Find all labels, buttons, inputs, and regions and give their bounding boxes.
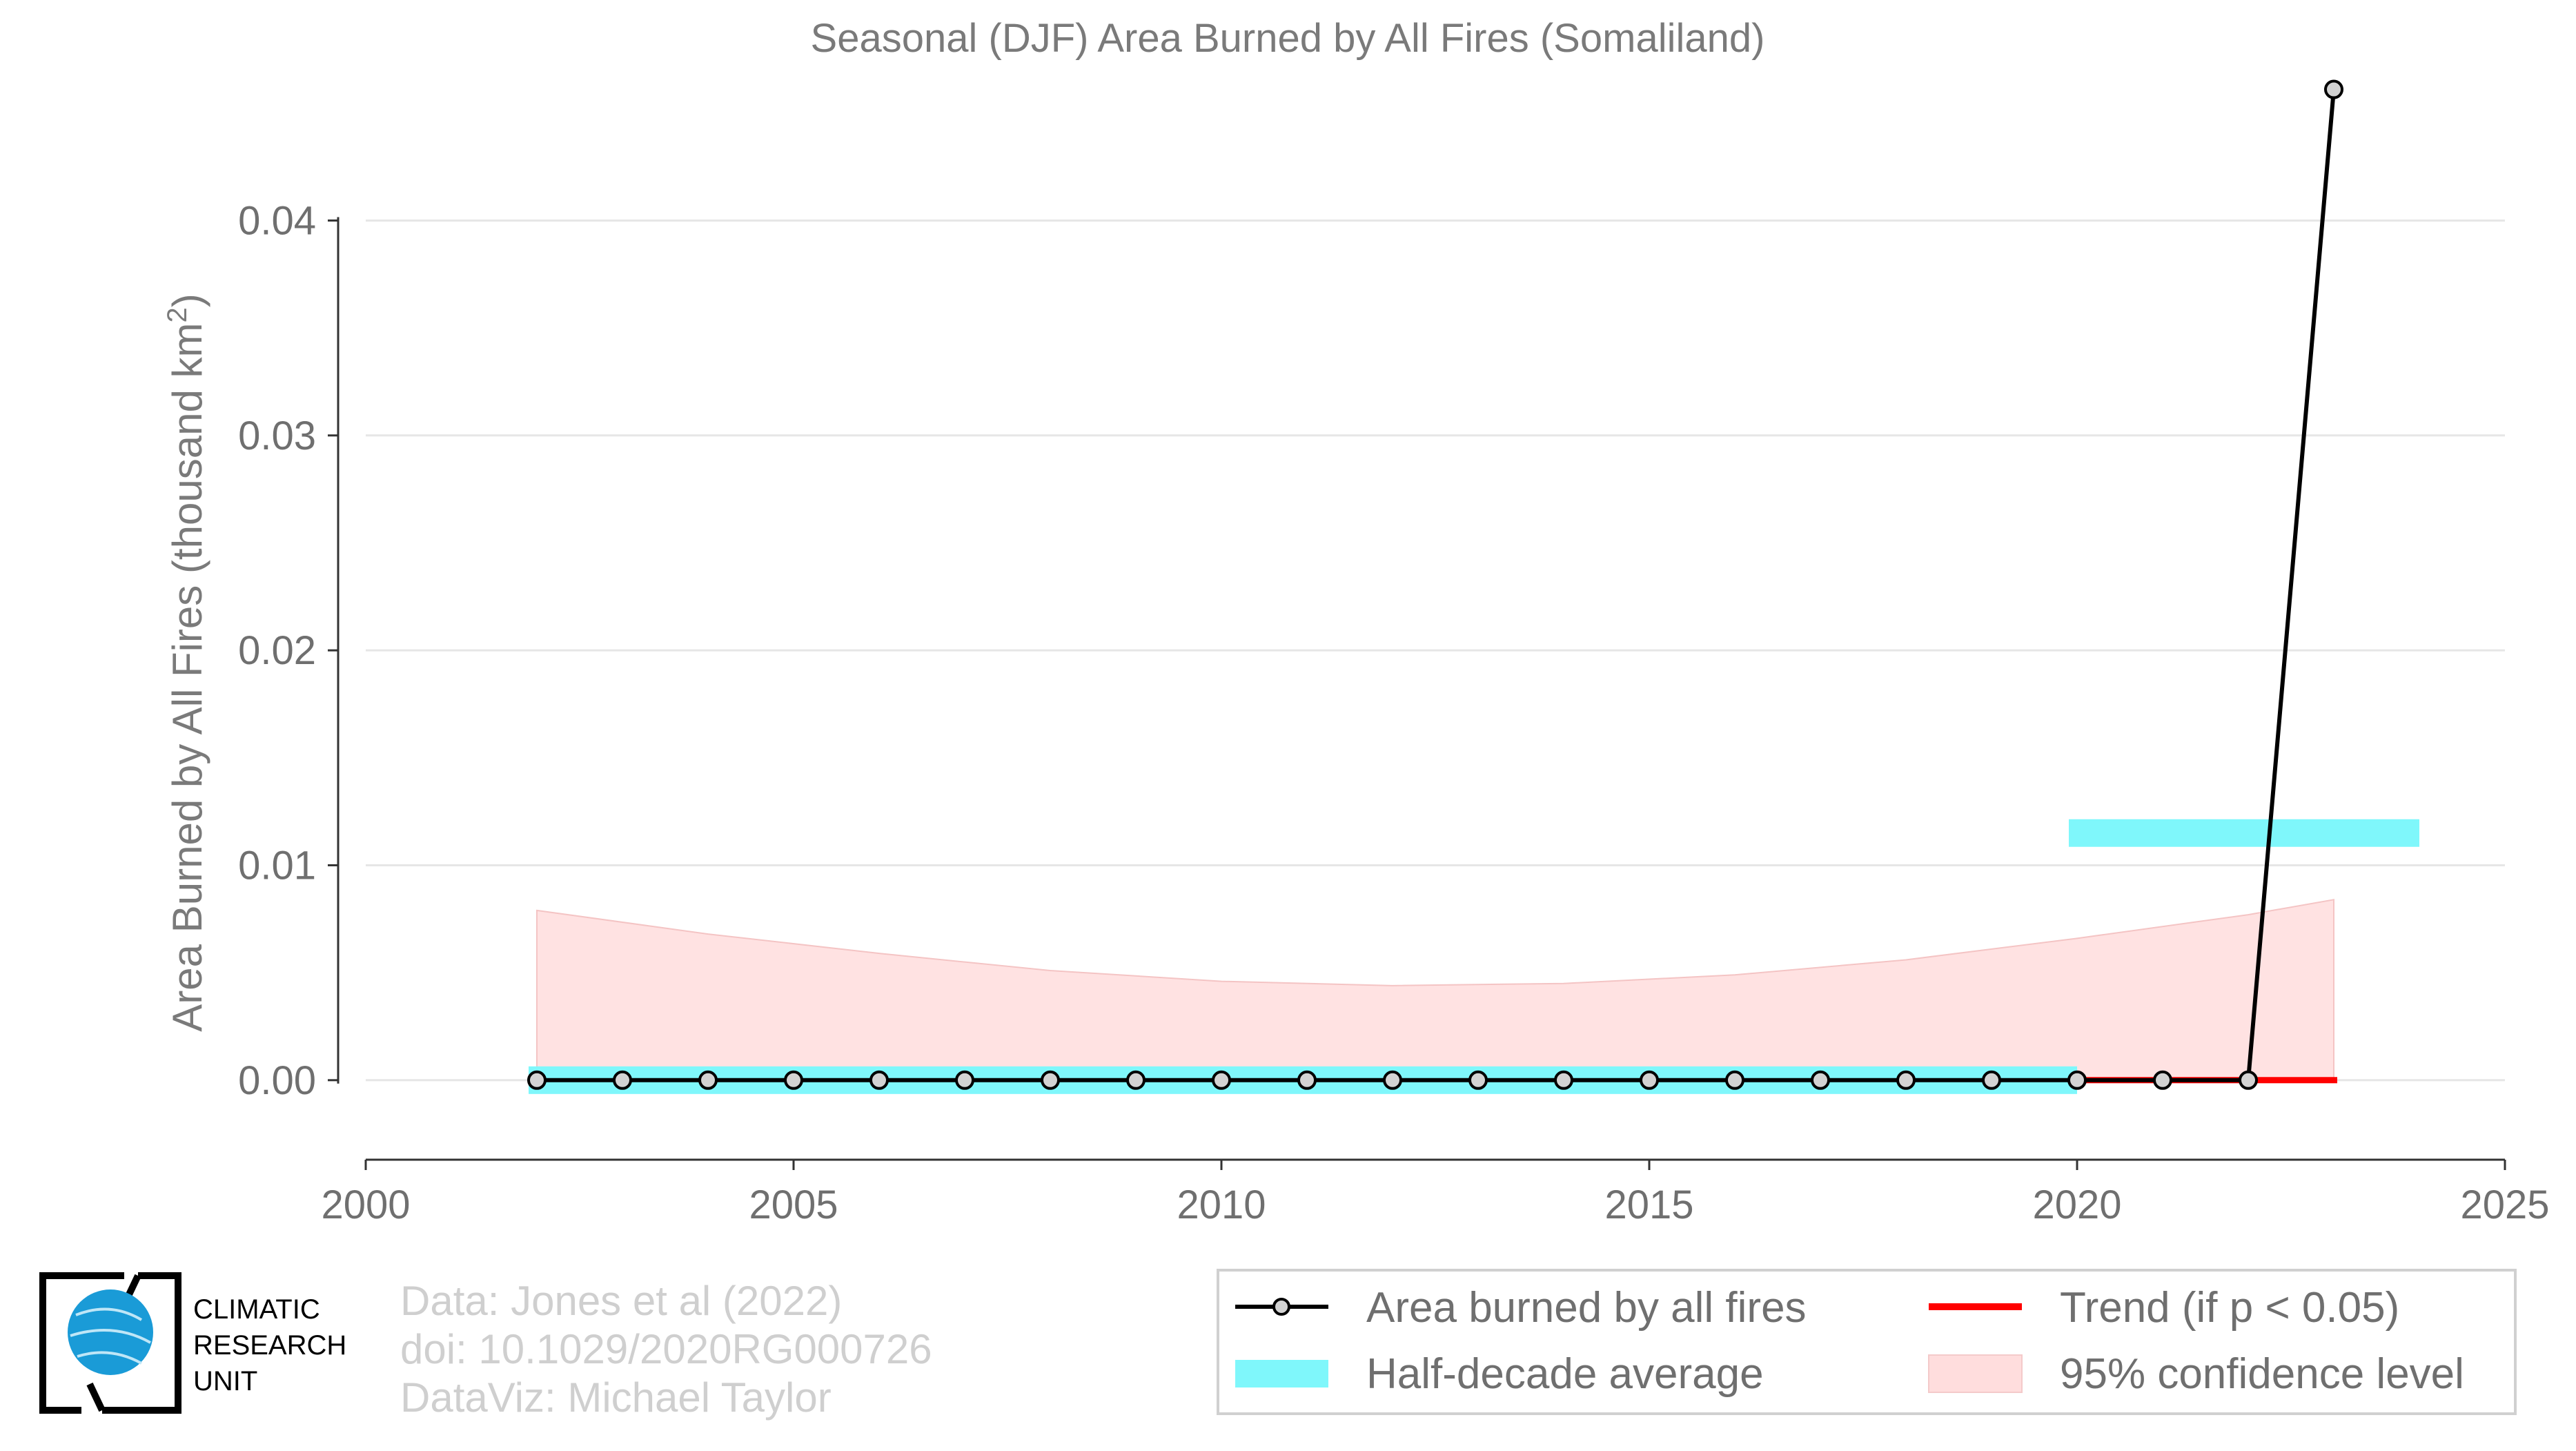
credit-data-source: Data: Jones et al (2022) xyxy=(400,1278,842,1324)
area-burned-point xyxy=(1811,1070,1830,1090)
area-burned-point xyxy=(2153,1070,2172,1090)
legend-item-trend: Trend (if p < 0.05) xyxy=(1929,1284,2399,1332)
area-burned-point xyxy=(1640,1070,1659,1090)
y-tick-label: 0.03 xyxy=(238,413,316,458)
legend-swatch-area-burned-marker xyxy=(1272,1298,1290,1316)
legend-label-half-decade: Half-decade average xyxy=(1366,1350,1764,1398)
logo-text-line3: UNIT xyxy=(193,1366,257,1396)
logo-bracket-left xyxy=(39,1272,124,1414)
area-burned-point xyxy=(698,1070,718,1090)
legend-item-half-decade: Half-decade average xyxy=(1235,1350,1764,1398)
confidence-band-layer xyxy=(536,899,2334,1081)
y-axis-title-main: Area Burned by All Fires (thousand km xyxy=(164,323,210,1032)
logo-text-line1: CLIMATIC xyxy=(193,1294,320,1325)
confidence-band xyxy=(536,899,2334,1081)
area-burned-point xyxy=(613,1070,632,1090)
area-burned-point xyxy=(869,1070,889,1090)
legend-item-area-burned: Area burned by all fires xyxy=(1235,1284,1807,1332)
x-tick-label: 2015 xyxy=(1604,1182,1693,1227)
half-decade-average-bar xyxy=(2069,819,2419,847)
legend-item-confidence: 95% confidence level xyxy=(1928,1350,2464,1398)
legend-swatch-confidence xyxy=(1928,1354,2023,1393)
area-burned-line xyxy=(537,89,2336,1082)
x-tick-label: 2020 xyxy=(2032,1182,2121,1227)
legend-frame xyxy=(1217,1269,2517,1415)
area-burned-point xyxy=(955,1070,974,1090)
y-axis-title-end: ) xyxy=(164,293,210,307)
y-tick-label: 0.04 xyxy=(238,198,316,243)
cru-logo: CLIMATIC RESEARCH UNIT xyxy=(39,1272,346,1414)
axes xyxy=(328,217,2506,1170)
y-axis-title-superscript: 2 xyxy=(162,307,193,322)
logo-globe-swirl xyxy=(70,1307,151,1365)
area-burned-point xyxy=(1126,1070,1146,1090)
area-burned-line-layer xyxy=(527,79,2343,1090)
credit-doi: doi: 10.1029/2020RG000726 xyxy=(400,1326,932,1372)
area-burned-point xyxy=(1041,1070,1060,1090)
area-burned-point xyxy=(1896,1070,1916,1090)
credit-dataviz: DataViz: Michael Taylor xyxy=(400,1374,832,1421)
logo-text-line2: RESEARCH xyxy=(193,1330,346,1361)
area-burned-point xyxy=(1383,1070,1402,1090)
area-burned-point xyxy=(1725,1070,1744,1090)
area-burned-point xyxy=(1554,1070,1573,1090)
area-burned-point xyxy=(2067,1070,2087,1090)
y-tick-labels: 0.00 0.01 0.02 0.03 0.04 xyxy=(238,198,316,1102)
x-tick-label: 2000 xyxy=(321,1182,410,1227)
y-axis-title: Area Burned by All Fires (thousand km2) xyxy=(162,293,210,1031)
x-tick-labels: 2000 2005 2010 2015 2020 2025 xyxy=(321,1182,2549,1227)
area-burned-point xyxy=(2324,79,2343,99)
x-tick-label: 2025 xyxy=(2460,1182,2549,1227)
area-burned-point xyxy=(2239,1070,2258,1090)
area-burned-point xyxy=(1212,1070,1231,1090)
area-burned-point xyxy=(784,1070,803,1090)
chart-title: Seasonal (DJF) Area Burned by All Fires … xyxy=(811,16,1765,61)
legend: Area burned by all fires Trend (if p < 0… xyxy=(1217,1269,2517,1415)
area-burned-point xyxy=(1468,1070,1488,1090)
area-burned-point xyxy=(1982,1070,2001,1090)
y-tick-label: 0.02 xyxy=(238,628,316,673)
area-burned-point xyxy=(1297,1070,1317,1090)
x-tick-label: 2005 xyxy=(749,1182,838,1227)
legend-label-trend: Trend (if p < 0.05) xyxy=(2060,1284,2399,1332)
legend-label-confidence: 95% confidence level xyxy=(2060,1350,2464,1398)
x-tick-label: 2010 xyxy=(1177,1182,1266,1227)
y-tick-label: 0.01 xyxy=(238,843,316,888)
legend-label-area-burned: Area burned by all fires xyxy=(1366,1284,1807,1332)
area-burned-point xyxy=(527,1070,547,1090)
credits: Data: Jones et al (2022) doi: 10.1029/20… xyxy=(400,1278,932,1421)
y-tick-label: 0.00 xyxy=(238,1058,316,1103)
legend-swatch-half-decade xyxy=(1235,1360,1328,1387)
logo-bracket-right xyxy=(102,1272,181,1414)
